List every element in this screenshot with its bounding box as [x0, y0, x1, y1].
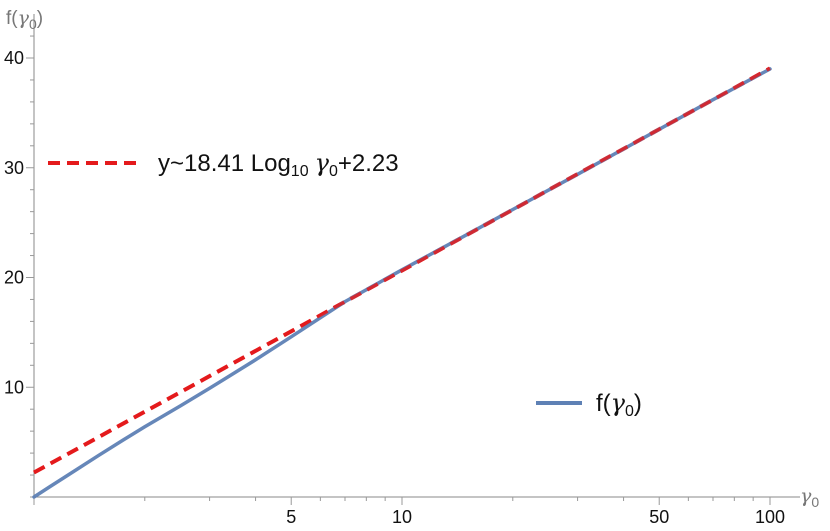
x-axis-label: γ0	[800, 485, 819, 510]
tick-labels: 5 10 50 100 10 20 30 40	[4, 48, 785, 527]
series-fit-line-overlay	[33, 67, 771, 474]
legend-solid: f(γ0)	[536, 389, 642, 420]
series	[32, 66, 772, 499]
x-tick-label: 10	[392, 507, 412, 527]
y-tick-label: 40	[4, 48, 24, 68]
y-tick-label: 20	[4, 268, 24, 288]
x-tick-label: 100	[755, 507, 785, 527]
y-tick-label: 30	[4, 158, 24, 178]
series-f-curve	[32, 67, 772, 499]
ticks	[26, 35, 771, 505]
x-tick-label: 50	[649, 507, 669, 527]
legend-dashed: y~18.41 Log10 γ0+2.23	[48, 149, 399, 180]
legend-dashed-label: y~18.41 Log10 γ0+2.23	[158, 149, 399, 180]
x-tick-label: 5	[286, 507, 296, 527]
y-tick-label: 10	[4, 377, 24, 397]
y-axis-label: f(γ0)	[6, 7, 43, 32]
legend-solid-label: f(γ0)	[596, 389, 642, 420]
